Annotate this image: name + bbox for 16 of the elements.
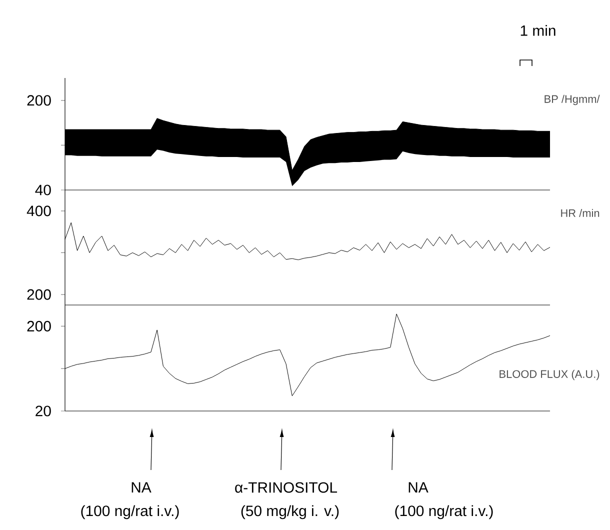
text: NA — [408, 482, 428, 492]
y-axis-title: BLOOD FLUX (A.U.) — [500, 370, 600, 380]
y-tick-label: 400 — [26, 206, 51, 216]
y-tick-label: 20 — [36, 406, 51, 416]
text: α-TRINOSITOL — [235, 482, 338, 493]
y-tick-label: 200 — [27, 289, 51, 300]
y-tick-label: 40 — [35, 184, 51, 196]
text: (100 ng/rat i.v.) — [81, 505, 179, 520]
y-tick-label: 200 — [27, 95, 51, 106]
text: (50 mg/kg i. v.) — [241, 505, 339, 520]
text: (100 ng/rat i.v.) — [395, 505, 493, 520]
y-tick-label: 200 — [27, 320, 51, 332]
y-axis-title: BP /Hgmm/ — [544, 94, 600, 106]
text: NA — [132, 482, 152, 492]
y-axis-title: HR /min — [561, 208, 600, 218]
text: 1 min — [520, 24, 556, 36]
